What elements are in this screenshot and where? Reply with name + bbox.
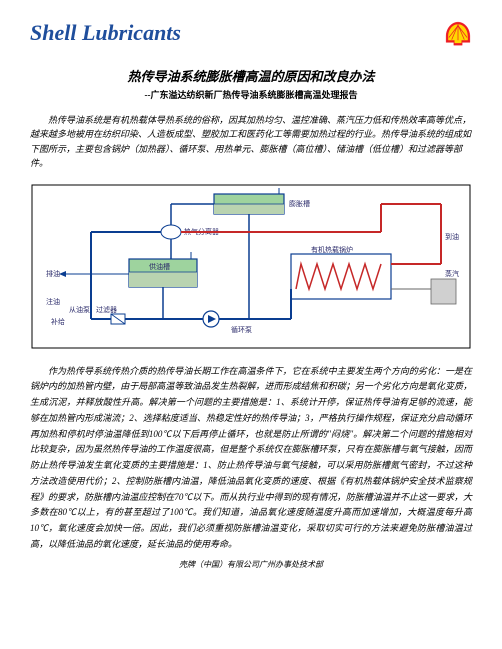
label-supplement: 补给: [51, 317, 65, 326]
label-heater: 有机热载锅炉: [311, 245, 353, 254]
label-filter: 过滤器: [96, 305, 117, 314]
document-subtitle: --广东溢达纺织新厂热传导油系统膨胀槽高温处理报告: [30, 88, 472, 101]
label-pump: 循环泵: [231, 325, 252, 334]
label-expansion-tank: 膨胀槽: [289, 199, 310, 208]
svg-text:从油泵: 从油泵: [69, 305, 90, 314]
document-title: 热传导油系统膨胀槽高温的原因和改良办法: [30, 66, 472, 85]
label-supply-tank: 供油槽: [149, 262, 170, 271]
body-paragraph: 作为热传导系统传热介质的热传导油长期工作在高温条件下，它在系统中主要发生两个方向…: [30, 364, 472, 553]
svg-text:到油: 到油: [445, 232, 459, 241]
footer-text: 壳牌（中国）有限公司广州办事处技术部: [30, 559, 472, 570]
system-diagram: 膨胀槽 热气分离器 供油槽 有机热载锅炉 到油 蒸汽 循环泵 过滤器: [30, 184, 472, 349]
brand-title: Shell Lubricants: [30, 20, 181, 46]
shell-logo: [444, 20, 472, 48]
label-steam: 蒸汽: [445, 269, 459, 278]
label-inject: 注油: [46, 297, 60, 306]
intro-paragraph: 热传导油系统是有机热载体导热系统的俗称，因其加热均匀、温控准确、蒸汽压力低和传热…: [30, 113, 472, 171]
label-drain: 排油: [46, 269, 60, 278]
